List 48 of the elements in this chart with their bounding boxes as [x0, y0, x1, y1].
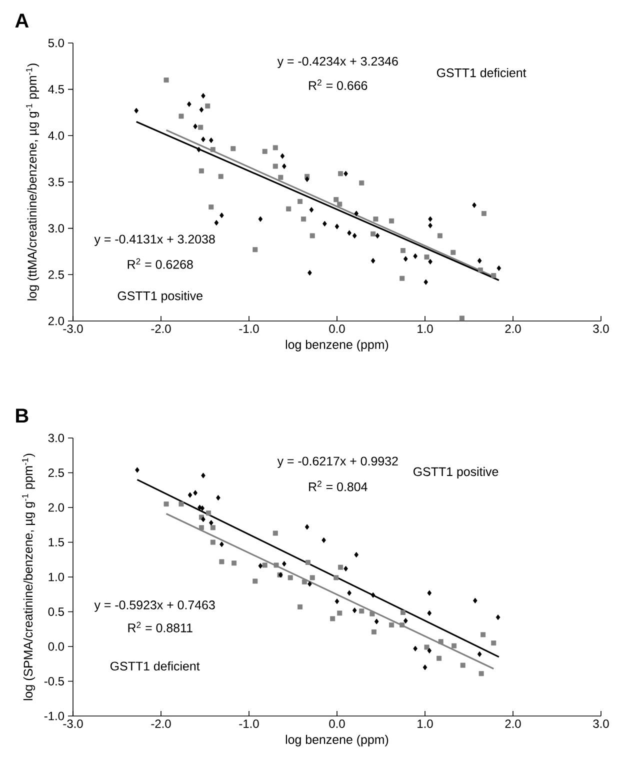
y-tick-label: 3.0 — [48, 434, 64, 442]
annotation: GSTT1 positive — [414, 466, 498, 479]
annotation: R$^{2}$ = 0.8811 — [128, 622, 192, 632]
x-axis-title: log benzene (ppm) — [286, 340, 388, 352]
x-tick-label: -1.0 — [239, 324, 259, 333]
x-tick-label: -1.0 — [239, 720, 259, 728]
chart-title: B — [16, 408, 28, 422]
y-tick-label: 3.5 — [48, 178, 64, 186]
y-tick-label: 2.5 — [48, 270, 64, 279]
x-tick-label: 2.0 — [505, 720, 521, 728]
annotation: GSTT1 deficient — [110, 661, 200, 671]
y-axis-title: log (SPMA/creatinine/benzene, µg g$^{-1}$ ppm$^{-1}$) — [22, 454, 36, 700]
annotation: y = -0.4234x + 3.2346 — [277, 56, 398, 68]
y-axis-title: log (ttMA/creatinine/benzene, µg g$^{-1}$ ppm$^{-1}$) — [26, 64, 40, 300]
annotation: R$^{2}$ = 0.6268 — [128, 258, 193, 269]
annotation: y = -0.6217x + 0.9932 — [277, 456, 398, 468]
annotation: R$^{2}$ = 0.804 — [309, 480, 368, 492]
annotation: y = -0.4131x + 3.2038 — [94, 234, 215, 246]
y-tick-label: 2.5 — [48, 468, 64, 477]
y-tick-label: 1.0 — [48, 572, 64, 582]
y-tick-label: 3.0 — [48, 224, 64, 233]
x-tick-label: 2.0 — [505, 324, 521, 333]
y-tick-label: 0.5 — [48, 608, 64, 616]
y-tick-label: 0.0 — [48, 642, 64, 651]
y-tick-label: 2.0 — [48, 316, 64, 326]
x-tick-label: -3.0 — [63, 720, 83, 728]
x-axis-title: log benzene (ppm) — [286, 734, 388, 746]
x-tick-label: 0.0 — [329, 324, 345, 333]
y-tick-label: 5.0 — [48, 38, 64, 48]
x-tick-label: 1.0 — [418, 324, 433, 333]
y-tick-label: -1.0 — [44, 712, 64, 720]
y-tick-label: 1.5 — [48, 538, 64, 546]
annotation: GSTT1 positive — [118, 291, 202, 303]
chart-title: A — [15, 14, 29, 28]
x-tick-label: 0.0 — [329, 720, 345, 728]
x-tick-label: 1.0 — [418, 720, 433, 728]
y-tick-label: -0.5 — [44, 677, 64, 686]
y-tick-label: 2.0 — [48, 503, 64, 512]
x-tick-label: -2.0 — [151, 720, 171, 728]
y-tick-label: 4.0 — [48, 131, 64, 140]
x-tick-label: -3.0 — [63, 324, 83, 333]
x-tick-label: 3.0 — [593, 324, 609, 333]
annotation: R$^{2}$ = 0.666 — [309, 79, 368, 90]
y-tick-label: 4.5 — [48, 85, 64, 94]
annotation: y = -0.5923x + 0.7463 — [94, 600, 215, 612]
x-tick-label: 3.0 — [593, 720, 609, 728]
x-tick-label: -2.0 — [151, 324, 171, 333]
annotation: GSTT1 deficient — [436, 68, 526, 78]
